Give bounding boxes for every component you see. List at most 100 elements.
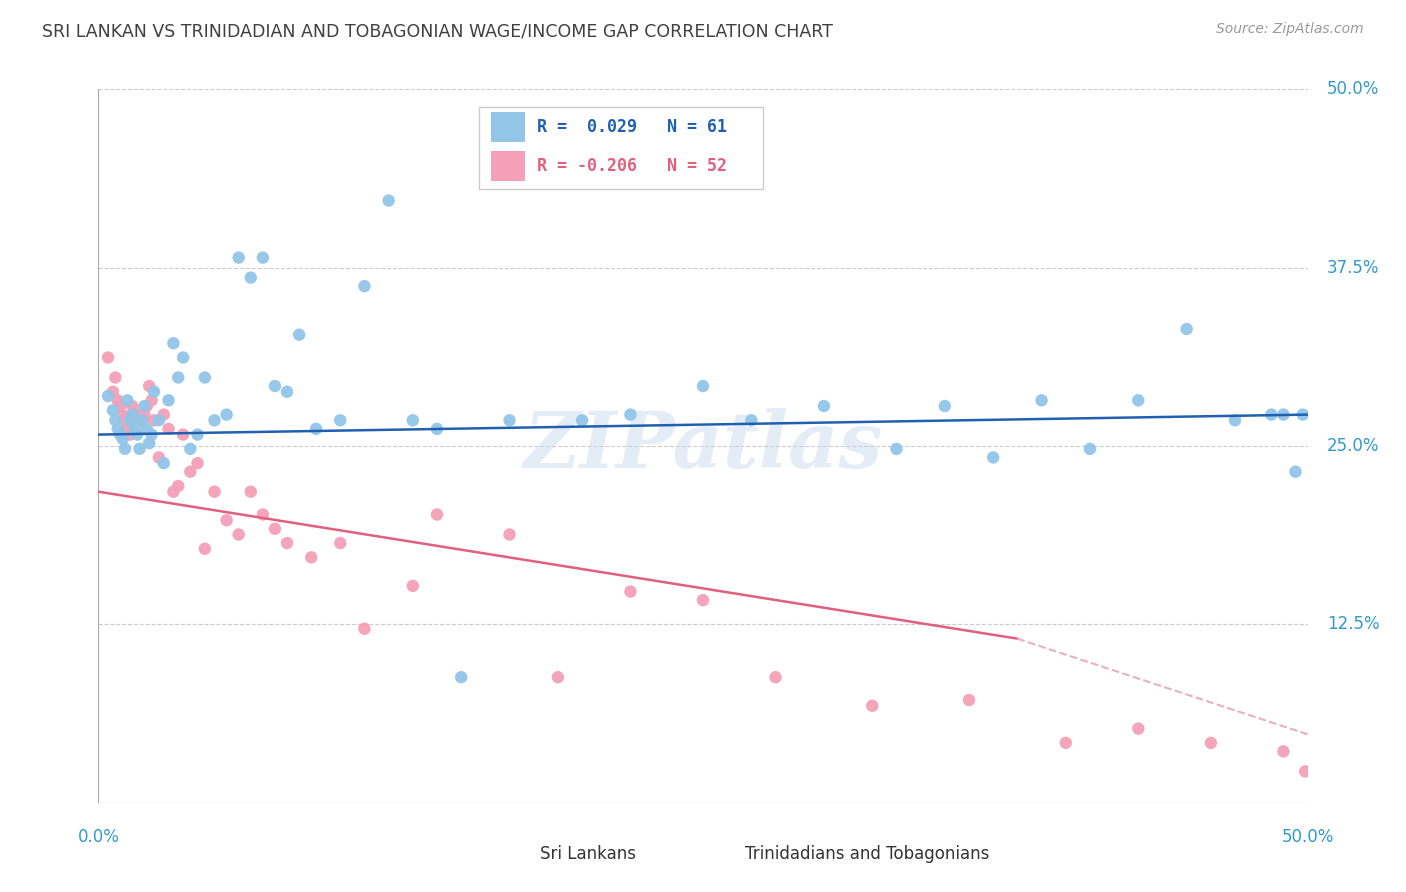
- Point: [377, 194, 399, 208]
- Point: [329, 536, 352, 550]
- Point: [276, 536, 298, 550]
- Point: [104, 370, 127, 384]
- Point: [138, 379, 160, 393]
- Point: [117, 393, 139, 408]
- Point: [402, 413, 425, 427]
- Point: [141, 427, 163, 442]
- Text: 12.5%: 12.5%: [1327, 615, 1379, 633]
- Point: [101, 384, 124, 399]
- Bar: [492, 151, 526, 180]
- Point: [179, 442, 201, 456]
- Point: [619, 408, 641, 422]
- Point: [264, 379, 287, 393]
- Text: 0.0%: 0.0%: [77, 829, 120, 847]
- Point: [204, 413, 226, 427]
- Point: [934, 399, 956, 413]
- Point: [1199, 736, 1222, 750]
- Text: Trinidadians and Tobagonians: Trinidadians and Tobagonians: [745, 846, 990, 863]
- Point: [107, 393, 129, 408]
- Point: [179, 465, 201, 479]
- Point: [117, 422, 139, 436]
- Point: [194, 541, 217, 556]
- Point: [353, 622, 375, 636]
- Point: [97, 389, 120, 403]
- Text: 25.0%: 25.0%: [1327, 437, 1379, 455]
- Point: [1128, 393, 1150, 408]
- Point: [765, 670, 787, 684]
- Point: [860, 698, 883, 713]
- Point: [135, 399, 157, 413]
- Text: R =  0.029   N = 61: R = 0.029 N = 61: [537, 118, 727, 136]
- Point: [148, 413, 170, 427]
- Point: [152, 456, 174, 470]
- Point: [121, 399, 143, 413]
- Point: [1284, 465, 1306, 479]
- Text: Source: ZipAtlas.com: Source: ZipAtlas.com: [1216, 22, 1364, 37]
- Text: ZIPatlas: ZIPatlas: [523, 408, 883, 484]
- Point: [107, 422, 129, 436]
- Point: [148, 450, 170, 465]
- FancyBboxPatch shape: [479, 107, 763, 189]
- Point: [353, 279, 375, 293]
- Point: [426, 508, 449, 522]
- Point: [127, 427, 149, 442]
- Point: [426, 422, 449, 436]
- Point: [1272, 408, 1295, 422]
- Point: [111, 432, 134, 446]
- Point: [162, 336, 184, 351]
- Point: [187, 427, 209, 442]
- Text: SRI LANKAN VS TRINIDADIAN AND TOBAGONIAN WAGE/INCOME GAP CORRELATION CHART: SRI LANKAN VS TRINIDADIAN AND TOBAGONIAN…: [42, 22, 832, 40]
- Point: [97, 351, 120, 365]
- Point: [981, 450, 1004, 465]
- Point: [252, 251, 274, 265]
- Point: [498, 527, 520, 541]
- Point: [172, 427, 194, 442]
- Point: [1223, 413, 1246, 427]
- Text: 50.0%: 50.0%: [1327, 80, 1379, 98]
- Bar: [498, 840, 531, 868]
- Point: [131, 413, 153, 427]
- Point: [886, 442, 908, 456]
- Point: [162, 484, 184, 499]
- Point: [1292, 408, 1315, 422]
- Point: [157, 393, 180, 408]
- Point: [288, 327, 311, 342]
- Point: [128, 442, 150, 456]
- Point: [118, 413, 141, 427]
- Point: [128, 408, 150, 422]
- Point: [692, 379, 714, 393]
- Point: [571, 413, 593, 427]
- Point: [204, 484, 226, 499]
- Point: [135, 422, 157, 436]
- Point: [108, 399, 131, 413]
- Point: [957, 693, 980, 707]
- Point: [215, 408, 238, 422]
- Point: [692, 593, 714, 607]
- Point: [194, 370, 217, 384]
- Point: [813, 399, 835, 413]
- Point: [124, 422, 146, 436]
- Point: [329, 413, 352, 427]
- Text: R = -0.206   N = 52: R = -0.206 N = 52: [537, 157, 727, 175]
- Point: [264, 522, 287, 536]
- Point: [141, 393, 163, 408]
- Point: [124, 408, 146, 422]
- Point: [619, 584, 641, 599]
- Point: [134, 399, 156, 413]
- Point: [228, 527, 250, 541]
- Point: [498, 413, 520, 427]
- Point: [276, 384, 298, 399]
- Point: [111, 408, 134, 422]
- Point: [167, 370, 190, 384]
- Point: [104, 413, 127, 427]
- Point: [127, 413, 149, 427]
- Text: 50.0%: 50.0%: [1281, 829, 1334, 847]
- Point: [1175, 322, 1198, 336]
- Point: [228, 251, 250, 265]
- Text: Sri Lankans: Sri Lankans: [540, 846, 636, 863]
- Point: [121, 408, 143, 422]
- Point: [299, 550, 322, 565]
- Point: [114, 413, 136, 427]
- Point: [152, 408, 174, 422]
- Point: [1294, 764, 1316, 779]
